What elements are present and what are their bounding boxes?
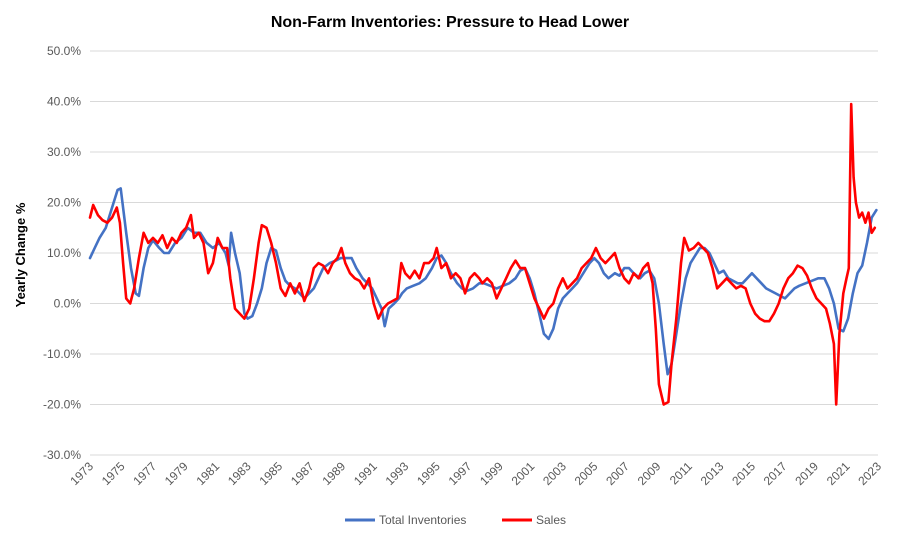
x-tick-label: 1975 [99, 459, 128, 488]
series-lines [88, 102, 878, 406]
x-tick-label: 2023 [855, 459, 884, 488]
y-tick-label: 30.0% [47, 145, 81, 159]
legend: Total Inventories Sales [345, 513, 566, 527]
y-axis-ticks: 50.0% 40.0% 30.0% 20.0% 10.0% 0.0% -10.0% -20.0… [43, 44, 81, 462]
x-tick-label: 1991 [351, 459, 380, 488]
chart-title: Non-Farm Inventories: Pressure to Head L… [271, 14, 629, 31]
x-tick-label: 1973 [67, 459, 96, 488]
x-tick-label: 1995 [414, 459, 443, 488]
y-tick-label: 50.0% [47, 44, 81, 58]
x-tick-label: 1977 [130, 459, 159, 488]
gridlines [90, 50, 878, 456]
y-tick-label: -10.0% [43, 347, 81, 361]
x-tick-label: 1987 [288, 459, 317, 488]
x-tick-label: 2015 [729, 459, 758, 488]
x-tick-label: 2007 [603, 459, 632, 488]
y-tick-label: 40.0% [47, 95, 81, 109]
x-tick-label: 1989 [319, 459, 348, 488]
x-tick-label: 2013 [698, 459, 727, 488]
x-tick-label: 1999 [477, 459, 506, 488]
y-tick-label: -30.0% [43, 448, 81, 462]
x-tick-label: 1981 [193, 459, 222, 488]
x-tick-label: 2005 [572, 459, 601, 488]
x-tick-label: 2011 [667, 459, 695, 487]
x-tick-label: 1993 [383, 459, 412, 488]
x-tick-label: 2009 [635, 459, 664, 488]
x-tick-label: 1997 [446, 459, 475, 488]
y-tick-label: 10.0% [47, 246, 81, 260]
y-tick-label: 20.0% [47, 196, 81, 210]
y-tick-label: -20.0% [43, 398, 81, 412]
x-tick-label: 2003 [540, 459, 569, 488]
x-axis-ticks: 1973 1975 1977 1979 1981 1983 1985 1987 1989 1991… [67, 459, 884, 488]
x-tick-label: 1979 [162, 459, 191, 488]
x-tick-label: 2019 [792, 459, 821, 488]
x-tick-label: 2021 [824, 459, 853, 488]
legend-label: Sales [536, 513, 566, 527]
y-axis-label: Yearly Change % [13, 202, 28, 307]
x-tick-label: 2017 [761, 459, 790, 488]
legend-label: Total Inventories [379, 513, 466, 527]
x-tick-label: 1983 [225, 459, 254, 488]
series-line-sales [88, 102, 877, 406]
y-tick-label: 0.0% [54, 297, 82, 311]
x-tick-label: 2001 [509, 459, 538, 488]
x-tick-label: 1985 [256, 459, 285, 488]
